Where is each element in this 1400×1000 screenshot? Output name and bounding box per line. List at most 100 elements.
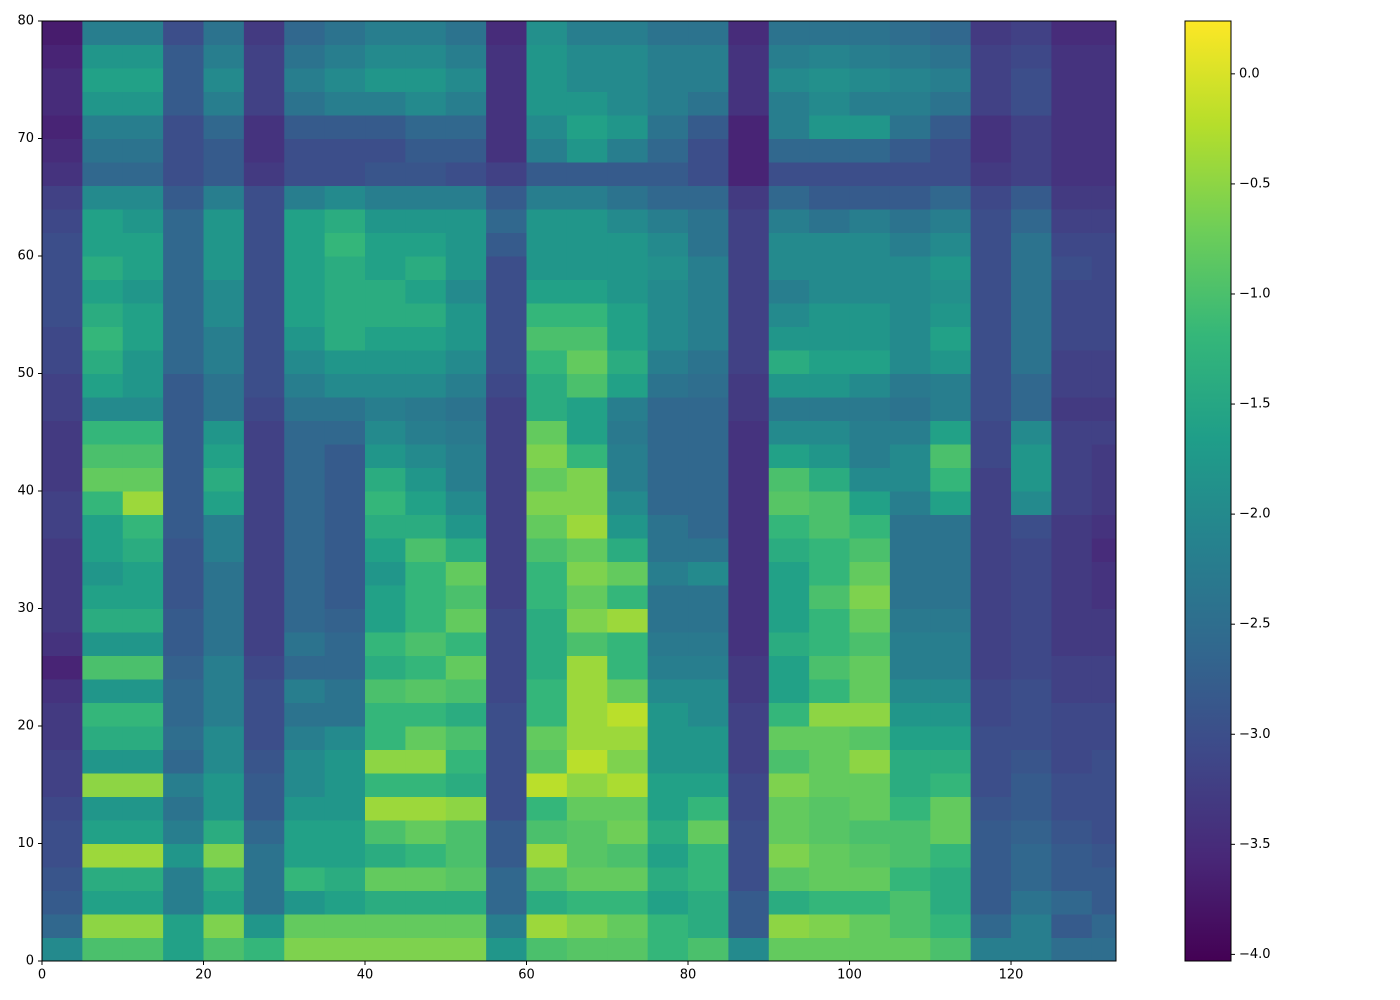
heatmap-cell	[849, 91, 891, 116]
heatmap-cell	[324, 68, 366, 92]
heatmap-cell	[1051, 467, 1093, 492]
heatmap-cell	[647, 162, 689, 186]
heatmap-cell	[688, 68, 729, 92]
heatmap-cell	[526, 585, 568, 609]
heatmap-cell	[930, 702, 972, 727]
heatmap-cell	[405, 514, 447, 539]
heatmap-cell	[849, 350, 891, 374]
heatmap-cell	[809, 138, 851, 163]
heatmap-cell	[889, 115, 931, 139]
heatmap-cell	[42, 350, 83, 374]
heatmap-cell	[122, 773, 164, 797]
heatmap-cell	[566, 538, 608, 562]
heatmap-cell	[122, 538, 164, 562]
heatmap-cell	[526, 444, 568, 468]
heatmap-cell	[445, 115, 487, 139]
heatmap-cell	[728, 21, 770, 45]
heatmap-cell	[42, 702, 83, 727]
heatmap-cell	[163, 232, 205, 257]
heatmap-cell	[243, 937, 285, 962]
heatmap-cell	[566, 21, 608, 45]
heatmap-cell	[768, 491, 810, 515]
heatmap-cell	[849, 44, 891, 69]
heatmap-cell	[930, 538, 972, 562]
heatmap-cell	[284, 162, 326, 186]
heatmap-cell	[445, 867, 487, 891]
heatmap-cell	[1011, 397, 1052, 421]
heatmap-cell	[42, 773, 83, 797]
heatmap-cell	[405, 796, 447, 821]
heatmap-cell	[607, 702, 649, 727]
heatmap-cell	[930, 350, 972, 374]
heatmap-cell	[688, 538, 729, 562]
colorbar	[1184, 20, 1232, 962]
heatmap-cell	[970, 679, 1012, 703]
colorbar-tick-label: −1.0	[1239, 286, 1271, 301]
heatmap-cell	[809, 890, 851, 915]
heatmap-cell	[647, 679, 689, 703]
heatmap-cell	[768, 796, 810, 821]
heatmap-cell	[970, 467, 1012, 492]
heatmap-cell	[647, 843, 689, 868]
heatmap-cell	[122, 138, 164, 163]
heatmap-cell	[486, 397, 528, 421]
heatmap-cell	[607, 326, 649, 351]
heatmap-cell	[566, 773, 608, 797]
heatmap-cell	[243, 491, 285, 515]
heatmap-cell	[284, 138, 326, 163]
heatmap-cell	[486, 138, 528, 163]
heatmap-cell	[365, 44, 406, 69]
heatmap-cell	[526, 21, 568, 45]
heatmap-cell	[445, 444, 487, 468]
heatmap-cell	[365, 138, 406, 163]
heatmap-cell	[122, 467, 164, 492]
heatmap-cell	[1051, 44, 1093, 69]
heatmap-cell	[122, 843, 164, 868]
heatmap-cell	[365, 726, 406, 750]
heatmap-cell	[526, 679, 568, 703]
heatmap-cell	[486, 444, 528, 468]
heatmap-cell	[445, 21, 487, 45]
heatmap-cell	[82, 420, 124, 445]
heatmap-cell	[42, 138, 83, 163]
heatmap-cell	[486, 773, 528, 797]
heatmap-cell	[970, 538, 1012, 562]
heatmap-cell	[566, 91, 608, 116]
heatmap-cell	[768, 773, 810, 797]
heatmap-cell	[889, 162, 931, 186]
heatmap-cell	[930, 279, 972, 304]
heatmap-cell	[849, 115, 891, 139]
heatmap-cell	[243, 21, 285, 45]
heatmap-cell	[607, 209, 649, 233]
heatmap-cell	[486, 232, 528, 257]
heatmap-cell	[647, 491, 689, 515]
heatmap-cell	[405, 914, 447, 938]
heatmap-cell	[203, 397, 245, 421]
heatmap-cell	[42, 585, 83, 609]
heatmap-cell	[1091, 796, 1117, 821]
heatmap-cell	[889, 561, 931, 586]
heatmap-cell	[849, 867, 891, 891]
heatmap-cell	[809, 655, 851, 680]
heatmap-cell	[930, 68, 972, 92]
heatmap-cell	[445, 702, 487, 727]
heatmap-cell	[1011, 726, 1052, 750]
heatmap-cell	[1091, 585, 1117, 609]
heatmap-cell	[163, 185, 205, 210]
heatmap-cell	[405, 890, 447, 915]
heatmap-cell	[1011, 820, 1052, 844]
heatmap-cell	[728, 679, 770, 703]
heatmap-cell	[42, 608, 83, 633]
heatmap-cell	[82, 44, 124, 69]
heatmap-cell	[324, 326, 366, 351]
heatmap-cell	[809, 162, 851, 186]
heatmap-cell	[889, 350, 931, 374]
heatmap-cell	[324, 420, 366, 445]
heatmap-cell	[324, 702, 366, 727]
heatmap-cell	[82, 185, 124, 210]
heatmap-cell	[970, 655, 1012, 680]
heatmap-cell	[970, 773, 1012, 797]
heatmap-cell	[243, 867, 285, 891]
heatmap-cell	[607, 514, 649, 539]
heatmap-cell	[203, 279, 245, 304]
